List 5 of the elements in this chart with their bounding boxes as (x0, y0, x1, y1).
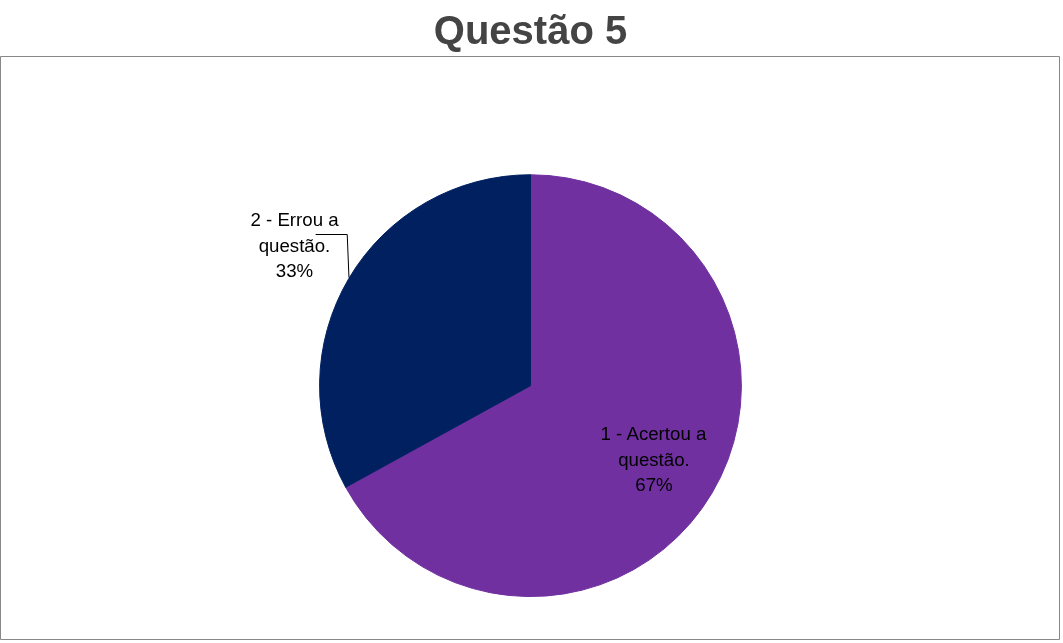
slice-label: 2 - Errou a questão. (250, 209, 340, 256)
data-label: 67% (635, 474, 673, 496)
data-label: 33% (275, 260, 314, 282)
slice-label: 1 - Acertou a questão. (600, 423, 707, 470)
chart-title: Questão 5 (433, 7, 628, 52)
